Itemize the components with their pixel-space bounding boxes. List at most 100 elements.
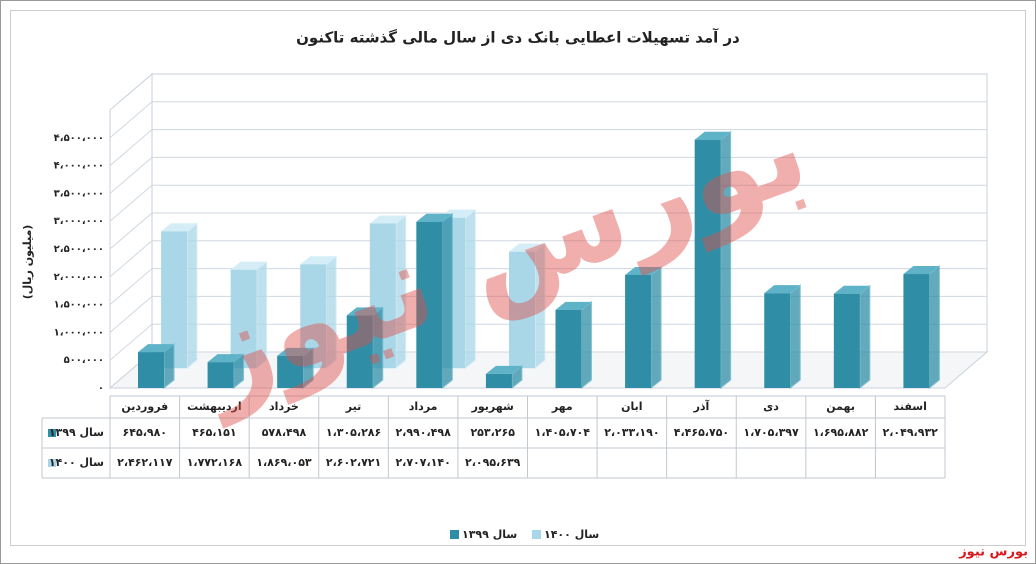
bar-top (369, 215, 406, 224)
x-tick-label: مرداد (409, 400, 438, 413)
bar (625, 274, 652, 388)
y-tick-label: ۳،۰۰۰،۰۰۰ (54, 216, 104, 227)
bar-side (650, 265, 662, 390)
x-tick-label: مهر (551, 400, 573, 413)
plot-frame (10, 10, 1026, 546)
bar-group (694, 130, 732, 390)
bar-top (230, 261, 267, 270)
data-label: ۵۷۸،۴۹۸ (262, 426, 307, 439)
bar-group (625, 265, 662, 390)
bar-group (764, 284, 801, 390)
legend-swatch (48, 429, 56, 437)
bar-top (300, 256, 337, 265)
bar-group (230, 260, 268, 370)
data-label: ۲۵۳،۲۶۵ (470, 426, 515, 439)
bar-top (764, 285, 801, 294)
y-axis-label: (میلیون ریال) (21, 225, 34, 300)
bar-group (416, 212, 453, 390)
y-tick-label: ۱،۰۰۰،۰۰۰ (54, 327, 104, 338)
row-header: سال ۱۳۹۹ (49, 426, 104, 439)
bar-top (277, 347, 314, 356)
data-label: ۲،۰۴۹،۹۳۲ (883, 426, 939, 439)
x-tick-label: اردیبهشت (187, 400, 241, 413)
x-tick-label: دی (763, 400, 779, 413)
bar-group (833, 284, 871, 390)
bar (903, 274, 930, 388)
bar (555, 309, 582, 388)
bar-top (485, 365, 522, 374)
y-tick-label: ۴،۰۰۰،۰۰۰ (54, 161, 104, 172)
x-tick-label: فروردین (121, 400, 168, 413)
legend-label: سال ۱۴۰۰ (544, 528, 599, 541)
legend-label: سال ۱۳۹۹ (462, 528, 517, 541)
bar (230, 269, 257, 369)
bar (694, 139, 721, 388)
data-label: ۲،۹۹۰،۴۹۸ (395, 426, 451, 439)
y-tick-label: ۲،۰۰۰،۰۰۰ (54, 272, 104, 283)
legend-swatch (532, 530, 541, 539)
bar-group (346, 306, 384, 390)
data-label: ۱،۳۰۵،۲۸۶ (326, 426, 381, 439)
bar-group (555, 300, 592, 390)
grid-line (109, 129, 987, 166)
x-tick-label: اسفند (894, 400, 927, 413)
bar-top (833, 285, 870, 294)
data-label: ۱،۸۶۹،۰۵۳ (256, 456, 312, 469)
bar-group (509, 242, 546, 370)
bar (346, 315, 373, 388)
data-label: ۴۶۵،۱۵۱ (192, 426, 236, 439)
bar (764, 293, 791, 388)
bar-side (928, 264, 940, 390)
x-tick-label: شهریور (471, 400, 514, 413)
data-label: ۱،۷۰۵،۳۹۷ (743, 426, 799, 439)
bar-top (694, 131, 731, 140)
legend-swatch (450, 530, 459, 539)
data-label: ۲،۰۳۳،۱۹۰ (604, 426, 659, 439)
bar-group (485, 364, 523, 390)
y-tick-label: ۲،۵۰۰،۰۰۰ (54, 244, 104, 255)
y-tick-label: ۰ (98, 383, 104, 394)
bar (207, 362, 234, 388)
y-tick-label: ۳،۵۰۰،۰۰۰ (54, 188, 104, 199)
data-label: ۲،۷۰۷،۱۴۰ (395, 456, 450, 469)
bar (416, 221, 443, 388)
bar-group (138, 343, 175, 390)
bar-group (903, 264, 940, 390)
y-tick-label: ۴،۵۰۰،۰۰۰ (54, 133, 104, 144)
row-header: سال ۱۴۰۰ (49, 456, 104, 469)
x-tick-label: آذر (693, 399, 710, 413)
y-tick-label: ۵۰۰،۰۰۰ (64, 355, 104, 366)
bar-side (581, 300, 592, 390)
bar-top (509, 243, 546, 252)
x-tick-label: بهمن (826, 400, 855, 413)
bar (509, 251, 536, 369)
bar-top (555, 301, 592, 310)
data-label: ۱،۶۹۵،۸۸۲ (813, 426, 869, 439)
bar-side (859, 284, 871, 390)
data-label: ۱،۷۷۲،۱۶۸ (187, 456, 243, 469)
data-label: ۴،۴۶۵،۷۵۰ (674, 426, 729, 439)
bar-group (207, 353, 245, 390)
bar-side (789, 284, 801, 390)
source: بورس نیوز (958, 545, 1028, 560)
bar (485, 373, 512, 388)
bar-top (138, 344, 174, 353)
data-label: ۲،۰۹۵،۶۳۹ (465, 456, 521, 469)
data-label: ۱،۴۰۵،۷۰۴ (535, 426, 591, 439)
grid-line (109, 101, 987, 139)
y-tick-label: ۱،۵۰۰،۰۰۰ (54, 300, 104, 311)
bar-top (207, 354, 244, 363)
data-label: ۲،۴۶۲،۱۱۷ (117, 456, 173, 469)
data-label: ۶۴۵،۹۸۰ (123, 426, 167, 439)
x-tick-label: ابان (621, 400, 642, 413)
bar-top (625, 266, 662, 275)
x-tick-label: خرداد (269, 400, 299, 413)
bar-group (277, 346, 314, 390)
bar (138, 352, 164, 388)
bar-top (346, 307, 383, 316)
bar (833, 293, 860, 388)
legend-swatch (48, 459, 56, 467)
chart-title: در آمد تسهیلات اعطایی بانک دی از سال مال… (296, 29, 740, 47)
bar (277, 355, 304, 388)
